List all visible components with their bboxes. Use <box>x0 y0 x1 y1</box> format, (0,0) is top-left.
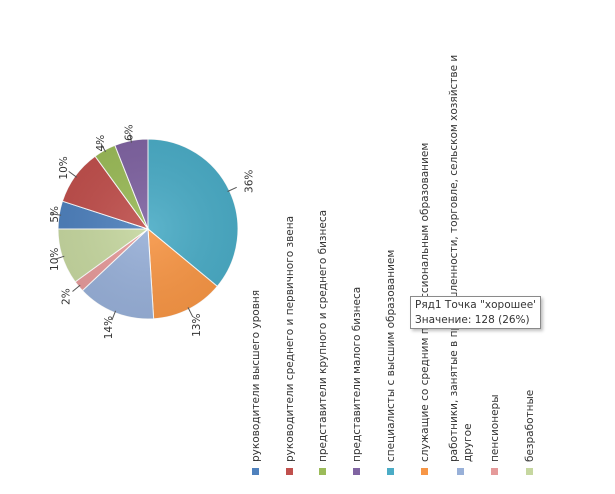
data-label: 6% <box>124 124 136 141</box>
leader-line <box>72 284 81 292</box>
legend-label: представители малого бизнеса <box>351 287 363 462</box>
data-label: 14% <box>103 316 115 339</box>
data-labels: 5% 10% 4% 6% 36% 13% 14% 2% 10% <box>49 124 256 339</box>
data-label: 4% <box>95 135 107 152</box>
data-label: 5% <box>49 206 61 223</box>
legend-label: пенсионеры <box>489 395 501 463</box>
legend-label: представители крупного и среднего бизнес… <box>317 210 329 462</box>
leader-line <box>51 213 62 216</box>
legend-swatch <box>387 468 394 475</box>
tooltip: Ряд1 Точка "хорошее" Значение: 128 (26%) <box>410 296 541 329</box>
leader-line <box>227 186 237 192</box>
data-label: 36% <box>243 170 255 193</box>
data-label: 13% <box>191 314 203 337</box>
leader-line <box>129 132 132 143</box>
tooltip-value-line: Значение: 128 (26%) <box>415 314 530 326</box>
leader-line <box>68 170 78 178</box>
legend-swatch <box>526 468 533 475</box>
legend-label: работники, занятые в промышленности, тор… <box>448 55 474 462</box>
legend-swatch <box>319 468 326 475</box>
legend-label: безработные <box>524 390 536 462</box>
leader-line <box>187 307 193 317</box>
leader-line <box>111 310 117 321</box>
legend: руководители высшего уровня руководители … <box>250 55 536 475</box>
legend-label: руководители высшего уровня <box>250 290 262 462</box>
leader-line <box>54 255 65 260</box>
legend-label: руководители среднего и первичного звена <box>284 216 296 462</box>
legend-label: специалисты с высшим образованием <box>385 250 397 462</box>
legend-swatch <box>286 468 293 475</box>
legend-swatch <box>421 468 428 475</box>
tooltip-series-line: Ряд1 Точка "хорошее" <box>415 299 536 311</box>
data-label: 10% <box>49 248 61 271</box>
legend-swatch <box>457 468 464 475</box>
legend-swatch <box>491 468 498 475</box>
pie-slices <box>57 138 239 320</box>
data-label: 10% <box>58 156 70 179</box>
data-label: 2% <box>60 288 72 305</box>
legend-swatch <box>353 468 360 475</box>
legend-swatch <box>252 468 259 475</box>
leader-line <box>100 142 107 153</box>
